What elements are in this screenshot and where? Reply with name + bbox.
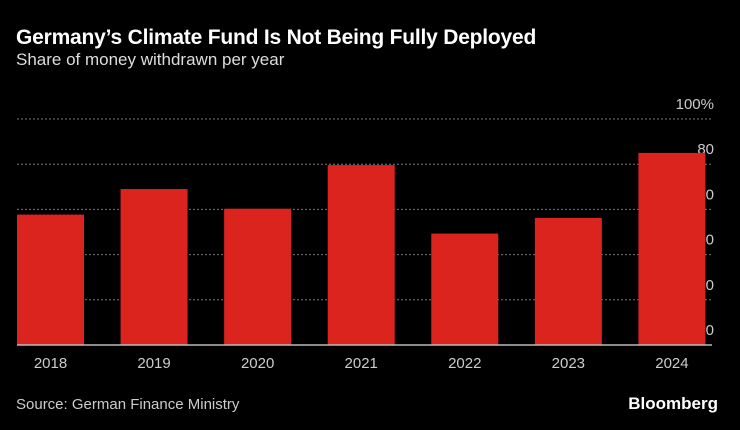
bar-2021 [327, 165, 395, 345]
x-tick-label: 2024 [655, 355, 688, 372]
x-tick-label: 2020 [241, 355, 274, 372]
bar-2020 [224, 208, 292, 345]
x-tick-label: 2018 [34, 355, 67, 372]
bar-2023 [534, 217, 602, 345]
bloomberg-logo: Bloomberg [628, 394, 718, 413]
x-tick-label: 2019 [137, 355, 170, 372]
x-tick-label: 2021 [345, 355, 378, 372]
source-note: Source: German Finance Ministry [16, 396, 240, 413]
bar-2018 [17, 214, 84, 345]
x-tick-label: 2023 [552, 355, 585, 372]
chart-title: Germany’s Climate Fund Is Not Being Full… [16, 26, 537, 49]
y-tick-label: 100% [676, 96, 714, 113]
y-tick-label: 0 [706, 322, 714, 339]
x-tick-label: 2022 [448, 355, 481, 372]
chart-subtitle: Share of money withdrawn per year [16, 50, 285, 69]
bar-2024 [638, 152, 706, 345]
bar-2019 [120, 189, 188, 345]
bar-2022 [431, 233, 499, 345]
